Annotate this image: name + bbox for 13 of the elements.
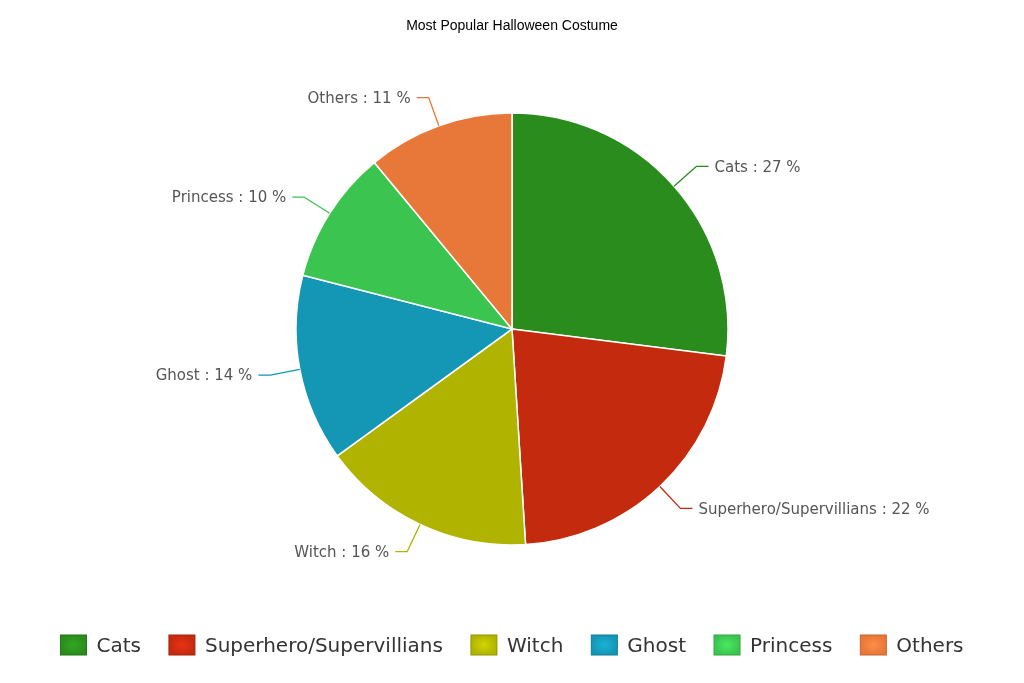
data-label: Superhero/Supervillians : 22 % [698,499,930,518]
legend-label: Witch [506,633,564,657]
data-label: Princess : 10 % [171,188,287,207]
legend-label: Others [896,633,964,657]
legend-label: Cats [96,633,141,657]
legend-label: Superhero/Supervillians [204,633,443,657]
data-label: Witch : 16 % [294,542,390,561]
data-label: Ghost : 14 % [155,366,253,385]
chart-title: Most Popular Halloween Costume [406,17,619,33]
legend-label: Princess [750,633,833,657]
data-label: Cats : 27 % [714,157,801,176]
legend-label: Ghost [627,633,687,657]
data-label: Others : 11 % [307,88,411,107]
